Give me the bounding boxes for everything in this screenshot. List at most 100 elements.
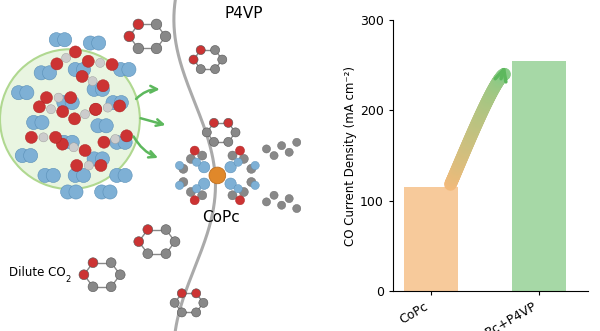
Ellipse shape <box>193 184 201 193</box>
Ellipse shape <box>50 131 62 143</box>
Ellipse shape <box>46 105 56 114</box>
Ellipse shape <box>70 46 82 58</box>
Ellipse shape <box>83 36 97 50</box>
Ellipse shape <box>189 55 198 64</box>
Ellipse shape <box>179 164 188 173</box>
Ellipse shape <box>71 160 83 171</box>
Ellipse shape <box>134 237 143 247</box>
Ellipse shape <box>170 298 179 307</box>
Ellipse shape <box>262 145 271 153</box>
Ellipse shape <box>103 103 112 112</box>
Ellipse shape <box>197 151 207 160</box>
Ellipse shape <box>118 135 132 149</box>
Ellipse shape <box>234 158 242 166</box>
Ellipse shape <box>106 258 116 267</box>
Ellipse shape <box>46 168 61 182</box>
Ellipse shape <box>61 185 75 199</box>
Ellipse shape <box>151 19 162 30</box>
Ellipse shape <box>211 65 220 74</box>
Ellipse shape <box>121 130 133 142</box>
Ellipse shape <box>39 133 48 142</box>
Ellipse shape <box>197 191 207 200</box>
Ellipse shape <box>124 31 134 42</box>
Ellipse shape <box>209 167 226 184</box>
Ellipse shape <box>54 93 63 102</box>
Ellipse shape <box>69 143 78 152</box>
Ellipse shape <box>62 53 71 63</box>
Ellipse shape <box>225 162 236 173</box>
Ellipse shape <box>58 33 72 47</box>
Ellipse shape <box>177 289 187 298</box>
Ellipse shape <box>177 308 187 317</box>
Ellipse shape <box>15 149 29 163</box>
Ellipse shape <box>190 146 199 155</box>
Ellipse shape <box>228 151 237 160</box>
Ellipse shape <box>76 63 91 76</box>
Ellipse shape <box>143 225 153 234</box>
Ellipse shape <box>57 96 71 110</box>
Ellipse shape <box>199 178 210 189</box>
Ellipse shape <box>95 58 105 68</box>
Ellipse shape <box>151 43 162 54</box>
Ellipse shape <box>11 86 26 100</box>
Ellipse shape <box>115 270 125 280</box>
Ellipse shape <box>65 96 79 110</box>
Ellipse shape <box>118 168 132 182</box>
Ellipse shape <box>89 104 101 116</box>
Ellipse shape <box>285 195 293 203</box>
Ellipse shape <box>76 71 88 82</box>
Ellipse shape <box>225 178 236 189</box>
Ellipse shape <box>68 63 82 76</box>
Ellipse shape <box>82 55 94 67</box>
Ellipse shape <box>65 135 79 149</box>
Ellipse shape <box>43 66 56 80</box>
Ellipse shape <box>211 45 220 55</box>
Ellipse shape <box>209 118 218 127</box>
Text: 2: 2 <box>65 275 70 284</box>
Ellipse shape <box>113 63 128 76</box>
Ellipse shape <box>106 59 118 71</box>
Ellipse shape <box>193 158 201 166</box>
Ellipse shape <box>285 148 293 156</box>
Ellipse shape <box>231 128 240 137</box>
Ellipse shape <box>247 177 256 187</box>
Ellipse shape <box>270 152 278 160</box>
Ellipse shape <box>20 86 34 100</box>
Ellipse shape <box>239 154 248 164</box>
Ellipse shape <box>199 298 208 307</box>
Ellipse shape <box>76 168 91 182</box>
Ellipse shape <box>111 134 120 144</box>
Ellipse shape <box>98 136 110 148</box>
Ellipse shape <box>247 164 256 173</box>
Ellipse shape <box>40 92 53 104</box>
Ellipse shape <box>224 137 233 147</box>
Ellipse shape <box>65 92 77 104</box>
Ellipse shape <box>161 249 171 259</box>
Ellipse shape <box>293 205 301 213</box>
Ellipse shape <box>262 198 271 206</box>
Ellipse shape <box>51 58 63 70</box>
Ellipse shape <box>110 168 124 182</box>
Text: Dilute CO: Dilute CO <box>10 266 66 279</box>
Ellipse shape <box>25 131 37 143</box>
Ellipse shape <box>228 191 237 200</box>
Ellipse shape <box>133 19 143 30</box>
Ellipse shape <box>218 55 227 64</box>
Text: CoPc: CoPc <box>202 210 240 225</box>
Bar <box>404 187 458 291</box>
Ellipse shape <box>69 185 83 199</box>
Bar <box>512 61 566 291</box>
Ellipse shape <box>92 36 106 50</box>
Ellipse shape <box>113 100 125 112</box>
Ellipse shape <box>87 82 101 96</box>
Ellipse shape <box>88 258 98 267</box>
Ellipse shape <box>190 196 199 205</box>
Ellipse shape <box>56 106 69 118</box>
Ellipse shape <box>97 80 109 92</box>
Ellipse shape <box>199 162 210 173</box>
Ellipse shape <box>270 191 278 199</box>
Ellipse shape <box>106 96 120 110</box>
Ellipse shape <box>209 137 218 147</box>
Ellipse shape <box>224 118 233 127</box>
Y-axis label: CO Current Density (mA cm⁻²): CO Current Density (mA cm⁻²) <box>344 66 358 246</box>
